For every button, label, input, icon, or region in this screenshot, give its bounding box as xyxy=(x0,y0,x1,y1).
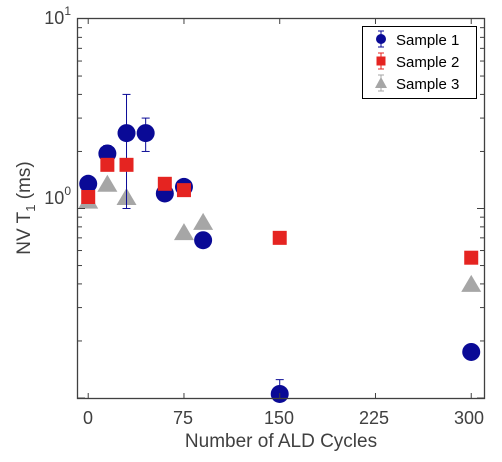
plot-frame xyxy=(76,17,486,400)
data-point-square xyxy=(272,230,287,245)
legend-marker-circle xyxy=(376,34,386,44)
data-point-triangle xyxy=(173,223,194,241)
data-point-square xyxy=(100,157,115,172)
x-tick-label-75: 75 xyxy=(173,408,193,428)
legend-label-sample-1: Sample 1 xyxy=(396,32,459,49)
legend: Sample 1 Sample 2 Sample 3 xyxy=(362,26,477,99)
x-tick-label-0: 0 xyxy=(83,408,93,428)
y-tick-label-10-1: 101 xyxy=(44,4,71,28)
data-point-circle xyxy=(462,342,481,361)
data-marks xyxy=(78,93,482,403)
series-1 xyxy=(79,93,481,403)
legend-marker-triangle xyxy=(375,77,387,88)
data-point-square xyxy=(464,250,479,265)
data-point-square xyxy=(81,189,96,204)
data-point-square xyxy=(119,157,134,172)
y-axis-label-unit: (ms) xyxy=(14,161,35,204)
y-tick-label-10-0: 100 xyxy=(44,184,71,208)
data-point-triangle xyxy=(461,274,482,292)
y-tick-base: 10 xyxy=(44,8,64,28)
y-axis-label-subscript: 1 xyxy=(23,205,38,212)
y-axis-label-main: NV T xyxy=(14,211,35,254)
legend-label-sample-3: Sample 3 xyxy=(396,76,459,93)
data-point-square xyxy=(176,183,191,198)
x-axis-label: Number of ALD Cycles xyxy=(185,431,377,452)
data-point-circle xyxy=(79,174,98,193)
legend-markers xyxy=(375,30,387,92)
axis-ticks xyxy=(78,19,484,399)
data-point-triangle xyxy=(97,174,118,192)
x-tick-label-300: 300 xyxy=(454,408,484,428)
data-point-circle xyxy=(136,124,155,143)
y-tick-base: 10 xyxy=(44,188,64,208)
y-axis-label: NV T1 (ms) xyxy=(14,161,38,254)
x-tick-label-225: 225 xyxy=(359,408,389,428)
legend-label-sample-2: Sample 2 xyxy=(396,54,459,71)
data-point-square xyxy=(157,176,172,191)
data-point-circle xyxy=(117,124,136,143)
y-tick-exponent: 1 xyxy=(64,4,71,18)
x-tick-label-150: 150 xyxy=(264,408,294,428)
series-2 xyxy=(81,157,479,265)
y-tick-exponent: 0 xyxy=(64,184,71,198)
data-point-triangle xyxy=(193,212,214,230)
data-point-circle xyxy=(194,231,213,250)
legend-marker-square xyxy=(376,56,386,66)
